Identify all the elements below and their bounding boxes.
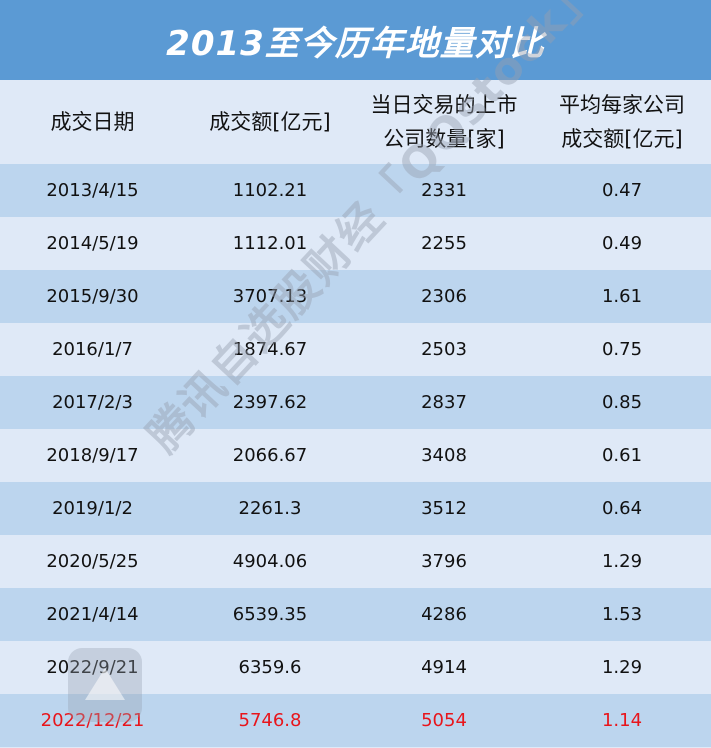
cell-trade-date: 2022/9/21	[46, 657, 139, 678]
header-trade-date-line1: 成交日期	[50, 110, 135, 134]
cell-company-count: 2306	[421, 286, 467, 307]
header-avg-turnover: 平均每家公司 成交额[亿元]	[533, 80, 711, 164]
table-row: 2014/5/19 1112.01 2255 0.49	[0, 217, 711, 270]
header-turnover-line1: 成交额[亿元]	[209, 110, 331, 134]
title-bar: 2013至今历年地量对比	[0, 0, 711, 80]
cell-turnover: 1874.67	[232, 339, 308, 360]
cell-avg-turnover: 0.64	[601, 498, 643, 519]
cell-trade-date: 2017/2/3	[52, 392, 133, 413]
table-header: 成交日期 成交额[亿元] 当日交易的上市 公司数量[家] 平均每家公司 成交额[…	[0, 80, 711, 164]
cell-trade-date: 2014/5/19	[46, 233, 139, 254]
cell-trade-date: 2013/4/15	[46, 180, 139, 201]
table-row: 2021/4/14 6539.35 4286 1.53	[0, 588, 711, 641]
cell-avg-turnover: 1.29	[601, 551, 643, 572]
table-row: 2013/4/15 1102.21 2331 0.47	[0, 164, 711, 217]
table-row: 2017/2/3 2397.62 2837 0.85	[0, 376, 711, 429]
table-row: 2016/1/7 1874.67 2503 0.75	[0, 323, 711, 376]
header-turnover: 成交额[亿元]	[185, 80, 355, 164]
cell-trade-date: 2016/1/7	[52, 339, 133, 360]
header-avg-turnover-line2: 成交额[亿元]	[561, 127, 683, 151]
cell-trade-date: 2020/5/25	[46, 551, 139, 572]
cell-avg-turnover: 0.49	[601, 233, 643, 254]
cell-turnover: 2261.3	[238, 498, 302, 519]
cell-company-count: 3796	[421, 551, 467, 572]
cell-company-count: 2837	[421, 392, 467, 413]
header-trade-date: 成交日期	[0, 80, 185, 164]
header-avg-turnover-line1: 平均每家公司	[559, 93, 685, 117]
cell-company-count: 2331	[421, 180, 467, 201]
header-company-count-line1: 当日交易的上市	[370, 93, 518, 117]
cell-turnover: 6539.35	[232, 604, 308, 625]
header-company-count-line2: 公司数量[家]	[383, 127, 505, 151]
cell-avg-turnover: 0.75	[601, 339, 643, 360]
cell-turnover: 5746.8	[238, 710, 302, 731]
table-row: 2022/9/21 6359.6 4914 1.29	[0, 641, 711, 694]
cell-turnover: 2397.62	[232, 392, 308, 413]
cell-avg-turnover: 1.53	[601, 604, 643, 625]
cell-company-count: 2503	[421, 339, 467, 360]
cell-trade-date: 2021/4/14	[46, 604, 139, 625]
cell-trade-date: 2015/9/30	[46, 286, 139, 307]
table-row: 2018/9/17 2066.67 3408 0.61	[0, 429, 711, 482]
cell-avg-turnover: 0.85	[601, 392, 643, 413]
cell-turnover: 2066.67	[232, 445, 308, 466]
cell-avg-turnover: 1.14	[601, 710, 643, 731]
cell-company-count: 5054	[421, 710, 467, 731]
cell-turnover: 1112.01	[232, 233, 308, 254]
header-company-count: 当日交易的上市 公司数量[家]	[355, 80, 533, 164]
cell-turnover: 6359.6	[238, 657, 302, 678]
cell-company-count: 3512	[421, 498, 467, 519]
cell-company-count: 2255	[421, 233, 467, 254]
table-body: 2013/4/15 1102.21 2331 0.47 2014/5/19 1112.01…	[0, 164, 711, 747]
cell-company-count: 4914	[421, 657, 467, 678]
cell-trade-date: 2022/12/21	[40, 710, 145, 731]
cell-turnover: 4904.06	[232, 551, 308, 572]
cell-avg-turnover: 0.47	[601, 180, 643, 201]
table-row: 2019/1/2 2261.3 3512 0.64	[0, 482, 711, 535]
cell-avg-turnover: 1.29	[601, 657, 643, 678]
cell-avg-turnover: 0.61	[601, 445, 643, 466]
cell-company-count: 4286	[421, 604, 467, 625]
table-row: 2015/9/30 3707.13 2306 1.61	[0, 270, 711, 323]
table-row: 2020/5/25 4904.06 3796 1.29	[0, 535, 711, 588]
cell-company-count: 3408	[421, 445, 467, 466]
cell-trade-date: 2019/1/2	[52, 498, 133, 519]
cell-turnover: 1102.21	[232, 180, 308, 201]
table-row: 2022/12/21 5746.8 5054 1.14	[0, 694, 711, 747]
cell-trade-date: 2018/9/17	[46, 445, 139, 466]
table-title: 2013至今历年地量对比	[166, 23, 545, 64]
cell-avg-turnover: 1.61	[601, 286, 643, 307]
cell-turnover: 3707.13	[232, 286, 308, 307]
